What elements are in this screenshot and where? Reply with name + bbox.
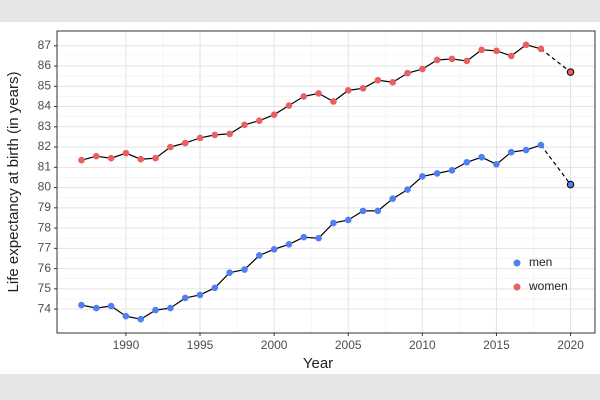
data-point <box>344 87 352 94</box>
data-point <box>107 154 115 162</box>
data-point <box>196 134 204 142</box>
y-tick-label: 79 <box>38 200 52 214</box>
data-point <box>463 158 471 166</box>
data-point <box>107 302 115 310</box>
data-point <box>537 45 545 53</box>
data-point <box>152 154 159 162</box>
data-point <box>196 291 204 299</box>
data-point <box>330 98 337 105</box>
x-tick-label: 2010 <box>409 338 436 352</box>
data-point <box>181 139 189 147</box>
data-point <box>404 186 411 193</box>
y-tick-label: 84 <box>38 99 52 113</box>
data-point <box>522 41 530 49</box>
y-tick-label: 81 <box>38 159 52 173</box>
data-point <box>241 121 248 129</box>
y-axis-title: Life expectancy at birth (in years) <box>5 72 22 293</box>
data-point <box>359 207 367 215</box>
data-point <box>211 284 219 292</box>
plot-panel <box>57 31 595 333</box>
legend-marker <box>513 283 521 291</box>
data-point <box>566 180 575 189</box>
y-tick-label: 86 <box>38 58 52 72</box>
data-point <box>448 55 456 63</box>
data-point <box>181 294 189 302</box>
data-point <box>78 301 85 309</box>
x-tick-label: 2005 <box>335 338 362 352</box>
data-point <box>433 170 441 177</box>
data-point <box>78 156 85 164</box>
y-tick-label: 78 <box>38 220 52 234</box>
data-point <box>315 90 322 97</box>
y-tick-label: 80 <box>38 180 52 194</box>
data-point <box>167 304 174 312</box>
x-tick-label: 1995 <box>187 338 214 352</box>
data-point <box>92 304 100 312</box>
data-point <box>374 76 382 84</box>
data-point <box>152 306 159 314</box>
y-tick-label: 75 <box>38 281 52 295</box>
data-point <box>315 234 322 242</box>
x-axis-title: Year <box>303 355 333 372</box>
data-point <box>226 269 233 276</box>
data-point <box>270 111 278 118</box>
data-point <box>344 216 352 224</box>
y-tick-label: 82 <box>38 139 52 153</box>
data-point <box>374 207 382 215</box>
data-point <box>507 148 515 156</box>
data-point <box>122 149 130 157</box>
data-point <box>478 46 485 54</box>
data-point <box>419 173 426 180</box>
data-point <box>522 146 530 154</box>
legend-marker <box>513 259 521 267</box>
data-point <box>241 266 248 273</box>
legend-label: men <box>529 255 552 269</box>
data-point <box>211 131 219 139</box>
data-point <box>300 233 308 241</box>
data-point <box>330 219 337 227</box>
data-point <box>122 312 130 320</box>
y-tick-label: 77 <box>38 241 52 255</box>
data-point <box>92 152 100 160</box>
x-tick-label: 2015 <box>483 338 510 352</box>
data-point <box>389 78 396 86</box>
x-tick-label: 2000 <box>261 338 288 352</box>
data-point <box>463 57 471 65</box>
legend-label: women <box>528 279 568 293</box>
y-tick-label: 83 <box>38 119 52 133</box>
data-point <box>448 167 456 174</box>
data-point <box>493 160 500 168</box>
y-tick-label: 85 <box>38 78 52 92</box>
plot-border <box>56 30 596 334</box>
data-point <box>256 252 263 259</box>
projection-line <box>540 144 572 185</box>
data-point <box>537 141 545 149</box>
data-point <box>493 47 500 55</box>
data-point <box>419 65 426 73</box>
data-point <box>137 155 145 163</box>
data-point <box>300 93 308 100</box>
y-tick-label: 74 <box>38 301 52 315</box>
y-tick-label: 87 <box>38 38 52 52</box>
projection-line <box>540 48 571 73</box>
data-point <box>389 195 396 203</box>
data-point <box>404 69 411 77</box>
x-tick-label: 2020 <box>557 338 584 352</box>
data-point <box>285 102 293 109</box>
data-point <box>270 246 278 253</box>
data-point <box>566 68 575 76</box>
data-point <box>285 240 293 248</box>
data-point <box>507 52 515 60</box>
data-point <box>433 56 441 64</box>
data-point <box>226 130 233 138</box>
data-point <box>167 143 174 151</box>
data-point <box>256 117 263 125</box>
data-point <box>478 153 485 161</box>
data-point <box>359 85 367 92</box>
y-tick-label: 76 <box>38 261 52 275</box>
x-tick-label: 1990 <box>113 338 140 352</box>
data-point <box>137 315 145 323</box>
